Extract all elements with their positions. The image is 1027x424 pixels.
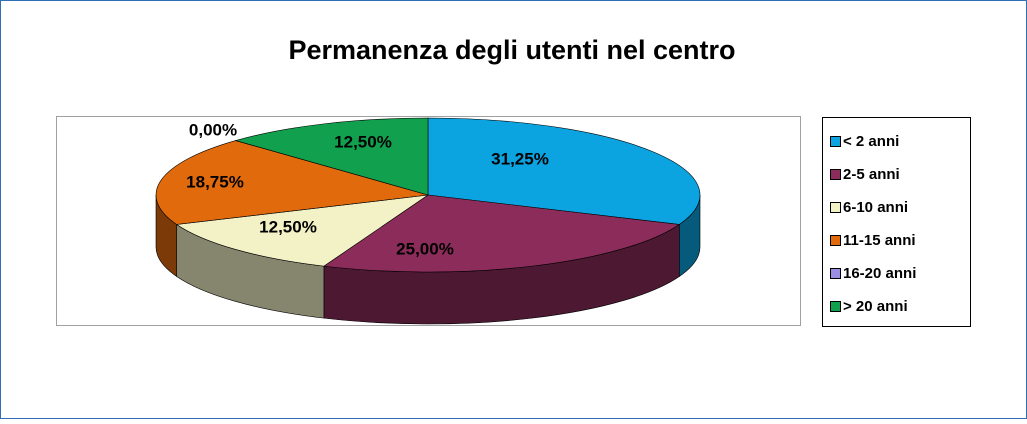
slice <box>323 194 681 273</box>
legend-swatch <box>830 136 841 147</box>
data-label: 25,00% <box>396 239 454 258</box>
legend-label: 6-10 anni <box>843 199 908 216</box>
data-label: 12,50% <box>334 132 392 151</box>
slice <box>234 117 429 196</box>
legend-label: 16-20 anni <box>843 265 916 282</box>
slice <box>427 117 701 225</box>
slice <box>155 140 429 225</box>
data-label: 12,50% <box>259 217 317 236</box>
legend-label: < 2 anni <box>843 133 899 150</box>
slice <box>175 194 429 267</box>
legend-swatch <box>830 169 841 180</box>
legend-swatch <box>830 268 841 279</box>
data-label: 0,00% <box>189 120 237 139</box>
data-label: 31,25% <box>491 149 549 168</box>
legend <box>822 117 971 327</box>
legend-swatch <box>830 202 841 213</box>
legend-swatch <box>830 301 841 312</box>
legend-label: > 20 anni <box>843 298 908 315</box>
legend-label: 11-15 anni <box>843 232 916 249</box>
legend-label: 2-5 anni <box>843 166 900 183</box>
chart-title: Permanenza degli utenti nel centro <box>288 35 735 65</box>
data-label: 18,75% <box>186 172 244 191</box>
legend-swatch <box>830 235 841 246</box>
